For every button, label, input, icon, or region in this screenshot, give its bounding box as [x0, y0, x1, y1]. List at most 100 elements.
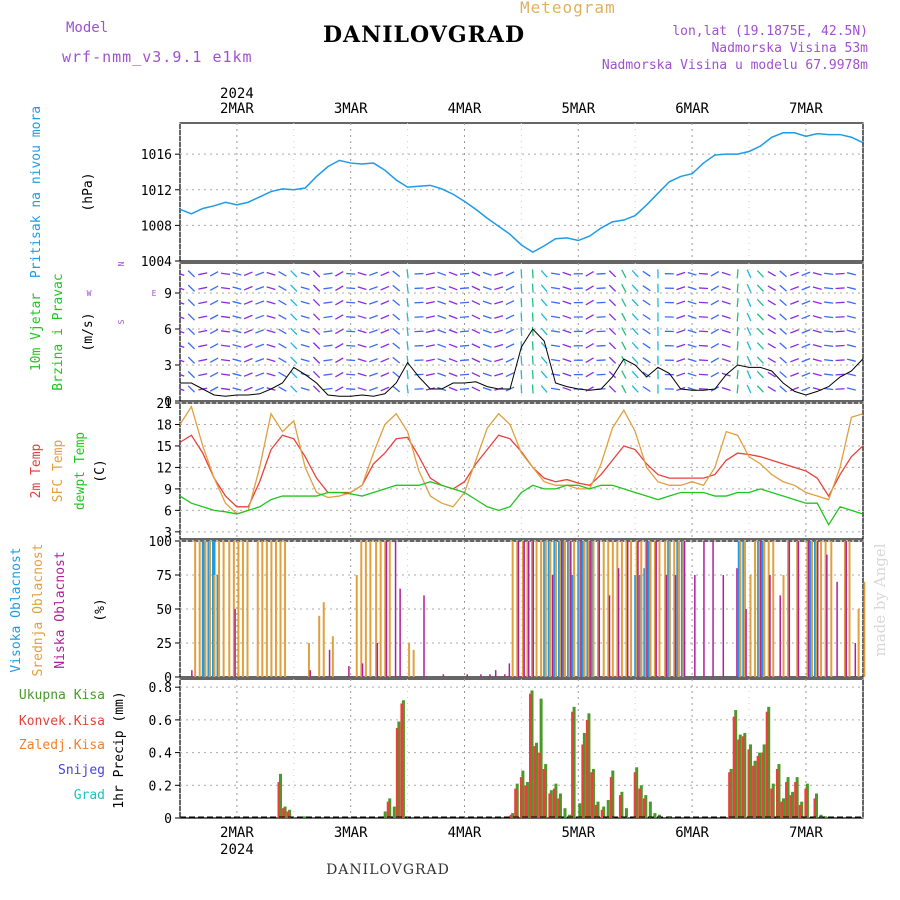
wind-arrow	[482, 372, 492, 377]
precip-bar-1	[542, 768, 546, 818]
cloud-bar-1	[331, 636, 334, 677]
wind-arrow	[746, 298, 752, 307]
precip-bar-0	[753, 760, 757, 818]
wind-arrow	[736, 298, 739, 308]
cloud-bar-1	[554, 541, 557, 677]
y-tick-label: 0.8	[149, 681, 172, 696]
wind-arrow	[746, 327, 752, 336]
wind-arrow	[335, 271, 344, 277]
cloud-bar-1	[682, 541, 685, 677]
pressure-line	[179, 132, 864, 253]
wind-arrow	[459, 272, 470, 275]
cloud-bar-1	[830, 541, 833, 677]
wind-arrow	[562, 358, 572, 363]
wind-arrow	[835, 272, 845, 275]
wind-arrow	[585, 386, 594, 392]
cloud-bar-2	[655, 541, 657, 677]
wind-arrow	[448, 372, 458, 377]
wind-arrow	[846, 344, 856, 348]
wind-arrow	[323, 286, 333, 290]
y-tick-label: 1016	[141, 148, 172, 163]
cloud-bar-1	[597, 541, 600, 677]
wind-arrow	[736, 355, 739, 365]
wind-arrow	[736, 269, 739, 279]
wind-arrow	[835, 388, 845, 390]
wind-arrow	[459, 330, 470, 333]
wind-arrow	[824, 344, 834, 347]
wind-arrow	[698, 316, 709, 318]
wind-arrow	[482, 314, 492, 320]
pressure-unit-label: (hPa)	[81, 172, 96, 211]
temp-sfc-axis-label: SFC Temp	[51, 440, 66, 503]
wind-arrow	[621, 370, 627, 379]
wind-arrow	[198, 358, 208, 362]
wind-arrow	[608, 356, 617, 364]
precip-bar-0	[606, 800, 610, 818]
cloud-bar-2	[532, 541, 535, 677]
cloud-bar-2	[845, 541, 847, 677]
cloud-bar-2	[760, 541, 762, 677]
wind-arrow	[232, 329, 242, 334]
wind-arrow	[494, 286, 504, 291]
cloud-bar-1	[815, 541, 818, 677]
wind-arrow	[300, 343, 310, 348]
wind-arrow	[357, 286, 367, 291]
precip-bar-0	[535, 742, 539, 818]
wind-arrow	[531, 312, 534, 322]
wind-arrow	[482, 286, 492, 291]
wind-arrow	[596, 316, 606, 318]
cloud-bar-1	[668, 541, 671, 677]
wind-arrow	[520, 312, 523, 322]
footer-station-name: DANILOVGRAD	[326, 862, 450, 878]
wind-arrow	[437, 372, 447, 377]
wind-arrow	[380, 386, 390, 392]
wind-arrow	[698, 287, 709, 290]
wind-arrow	[824, 287, 834, 290]
cloud-bar-2	[494, 670, 497, 677]
wind-arrow	[846, 387, 856, 391]
wind-arrow	[631, 298, 639, 307]
wind-arrow	[380, 329, 390, 334]
cloud-bar-1	[767, 541, 770, 677]
precip-bar-1	[798, 804, 802, 818]
precip-legend-2: Zaledj.Kisa	[19, 738, 105, 753]
wind-arrow	[550, 286, 561, 290]
wind-arrow	[767, 270, 776, 277]
wind-unit-label: (m/s)	[81, 312, 96, 351]
wind-arrow	[585, 371, 594, 378]
cloud-bar-1	[284, 541, 287, 677]
temp-unit-label: (C)	[93, 459, 108, 482]
wind-arrow	[255, 314, 265, 320]
wind-arrow	[801, 386, 811, 392]
precip-bar-1	[638, 788, 641, 818]
wind-arrow	[621, 283, 627, 293]
wind-arrow	[596, 359, 606, 362]
wind-arrow	[266, 329, 276, 334]
cloud-bar-2	[504, 674, 506, 677]
cloud-bar-1	[568, 541, 571, 677]
wind-arrow	[494, 315, 504, 319]
cloud-bar-1	[279, 541, 282, 677]
cloud-bar-2	[551, 575, 554, 677]
precip-bar-0	[805, 783, 809, 818]
wind-arrow	[300, 329, 310, 334]
wind-arrow	[687, 343, 697, 348]
cloud-bar-2	[348, 666, 350, 677]
wind-arrow	[187, 327, 196, 336]
precip-bar-0	[620, 791, 624, 818]
wind-arrow	[278, 342, 287, 349]
precip-bar-1	[813, 798, 817, 818]
cloud-bar-1	[749, 575, 752, 677]
wind-arrow	[187, 370, 196, 379]
cloud-bar-2	[769, 575, 771, 677]
wind-arrow	[220, 315, 231, 319]
wind-arrow	[540, 269, 548, 278]
wind-arrow	[736, 370, 739, 380]
wind-arrow	[676, 358, 686, 363]
wind-arrow	[425, 344, 435, 348]
precip-bar-0	[288, 809, 292, 818]
model-label: Model	[66, 20, 109, 36]
wind-arrow	[562, 329, 572, 334]
cloud-bar-2	[788, 541, 791, 677]
precip-legend-3: Snijeg	[58, 763, 105, 778]
